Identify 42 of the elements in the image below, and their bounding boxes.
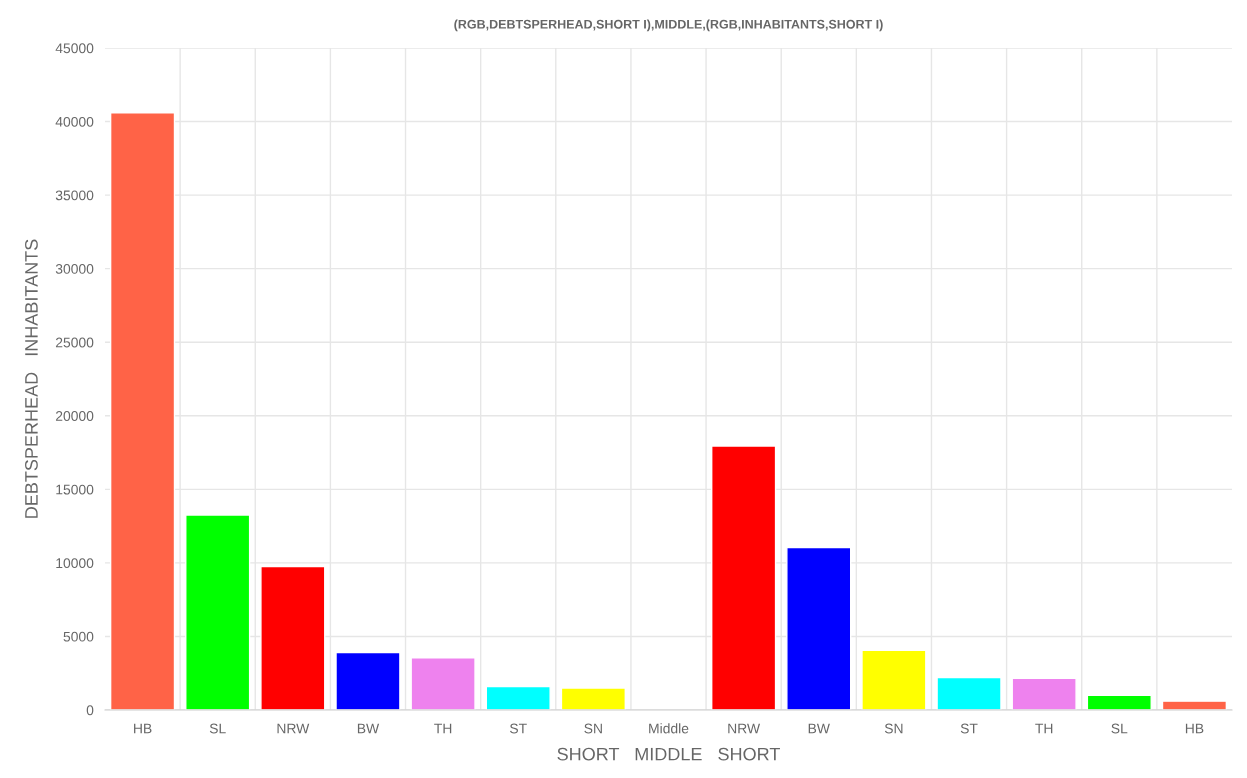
bar — [410, 657, 476, 710]
x-tick-label: BW — [357, 723, 380, 734]
x-tick-label: TH — [434, 723, 452, 734]
y-tick-label: 35000 — [55, 190, 94, 201]
x-tick-label: ST — [509, 723, 527, 734]
x-tick-label: TH — [1035, 723, 1053, 734]
y-tick-label: 10000 — [56, 558, 94, 569]
bar — [786, 546, 852, 710]
y-tick-label: 20000 — [55, 411, 94, 421]
y-axis-title: DEBTSPERHEAD INHABITANTS — [25, 239, 38, 518]
x-tick-label: HB — [1185, 723, 1204, 734]
x-tick-label: SL — [1111, 723, 1128, 734]
x-tick-label: SL — [209, 723, 226, 734]
x-tick-label: SN — [584, 723, 602, 734]
y-tick-label: 45000 — [55, 43, 94, 54]
x-axis-title: SHORT MIDDLE SHORT — [557, 747, 780, 761]
x-tick-label: HB — [134, 723, 152, 734]
x-tick-label: SN — [884, 723, 903, 734]
chart-title: (RGB,DEBTSPERHEAD,SHORT I),MIDDLE,(RGB,INHABITANTS,SHORT I) — [454, 19, 883, 32]
x-tick-label: Middle — [649, 723, 689, 734]
x-tick-label: BW — [808, 723, 830, 734]
y-tick-label: 30000 — [55, 264, 94, 274]
y-tick-label: 5000 — [63, 631, 94, 642]
y-tick-label: 40000 — [55, 116, 94, 127]
x-tick-label: NRW — [277, 723, 310, 734]
y-tick-label: 15000 — [56, 484, 94, 495]
y-tick-label: 0 — [86, 705, 94, 716]
bar — [560, 687, 626, 710]
bar — [861, 649, 927, 710]
bar — [185, 514, 251, 710]
x-tick-label: ST — [960, 723, 978, 734]
y-tick-label: 25000 — [55, 337, 94, 348]
bar — [1011, 677, 1077, 710]
bar — [109, 112, 176, 710]
bar — [1086, 694, 1152, 710]
bar — [936, 676, 1002, 710]
bar — [485, 685, 551, 710]
bar — [1161, 700, 1228, 710]
x-tick-label: NRW — [728, 723, 761, 734]
bar — [335, 651, 401, 710]
bar — [260, 565, 326, 710]
bar — [711, 445, 777, 710]
